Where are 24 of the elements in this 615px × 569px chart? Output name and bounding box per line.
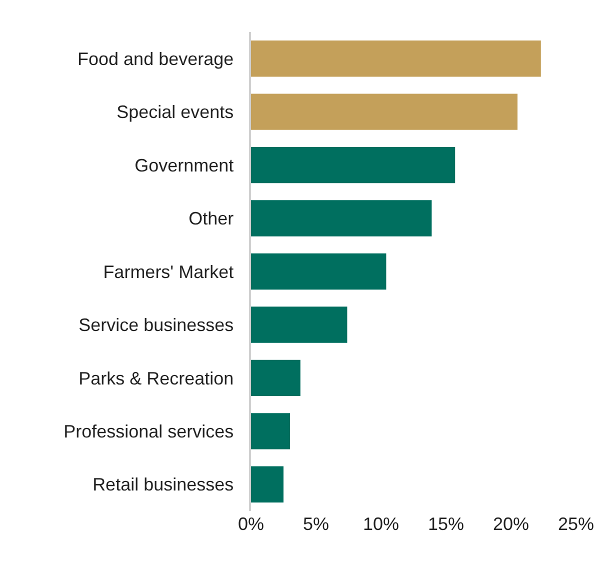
x-tick-label: 25%: [558, 514, 594, 534]
x-tick-label: 20%: [492, 514, 530, 534]
bar: [251, 413, 290, 450]
x-tick-label: 5%: [302, 514, 330, 534]
y-tick-label: Food and beverage: [78, 48, 234, 69]
x-tick-label: 10%: [362, 514, 400, 534]
bar: [251, 466, 284, 502]
bar: [251, 94, 518, 130]
y-tick-label: Other: [188, 208, 234, 229]
bar: [251, 40, 541, 77]
bar: [251, 306, 348, 343]
y-tick-label: Special events: [116, 102, 234, 122]
x-tick-label: 15%: [428, 514, 464, 534]
bar: [251, 200, 432, 236]
y-tick-label: Farmers' Market: [103, 262, 234, 282]
y-tick-label: Retail businesses: [92, 474, 234, 495]
bar: [251, 360, 300, 396]
bar: [251, 146, 456, 184]
y-tick-label: Service businesses: [78, 315, 234, 336]
y-tick-label: Parks & Recreation: [78, 368, 234, 388]
bar: [251, 253, 386, 290]
x-tick-label: 0%: [238, 514, 264, 534]
y-tick-label: Government: [134, 155, 234, 176]
y-tick-label: Professional services: [64, 421, 234, 442]
